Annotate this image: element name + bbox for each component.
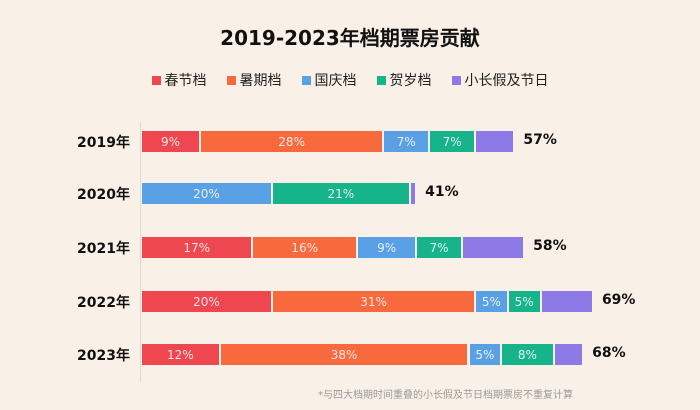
legend-item: 暑期档	[226, 70, 282, 90]
category-label: 2023年	[77, 348, 130, 364]
category-label: 2022年	[77, 295, 130, 311]
legend-label: 春节档	[164, 73, 207, 89]
bar-segment: 20%	[142, 183, 273, 204]
bar-segment: 17%	[142, 237, 254, 258]
footnote: *与四大档期时间重叠的小长假及节日档期票房不重复计算	[318, 390, 573, 401]
bar-segment: 5%	[469, 344, 503, 365]
legend-label: 小长假及节日	[464, 73, 549, 89]
total-label: 69%	[601, 292, 636, 308]
bar-segment	[541, 291, 594, 312]
legend-swatch	[301, 75, 311, 85]
total-label: 41%	[425, 184, 459, 200]
total-label: 57%	[523, 132, 557, 148]
bar-segment	[462, 237, 526, 258]
bar-segment: 21%	[273, 183, 411, 204]
bar-segment: 5%	[476, 291, 509, 312]
legend-label: 贺岁档	[389, 73, 432, 89]
legend-swatch	[451, 75, 461, 85]
bar-segment: 9%	[358, 237, 418, 258]
bar-segment: 12%	[142, 344, 221, 365]
bar-segment: 28%	[200, 131, 385, 152]
category-label: 2020年	[77, 187, 130, 203]
category-label: 2021年	[77, 241, 130, 257]
bar-segment: 20%	[142, 291, 273, 312]
legend-swatch	[376, 75, 386, 85]
bar-segment: 7%	[417, 237, 463, 258]
legend-swatch	[226, 75, 236, 85]
legend-item: 小长假及节日	[451, 70, 549, 90]
total-label: 68%	[592, 345, 626, 361]
bar-segment: 7%	[430, 131, 477, 152]
y-axis-line	[140, 122, 141, 382]
bar-segment: 7%	[384, 131, 431, 152]
bar-segment: 8%	[502, 344, 555, 365]
legend-label: 国庆档	[314, 73, 357, 89]
bar-segment: 38%	[220, 344, 470, 365]
legend-swatch	[151, 75, 161, 85]
bar-segment	[554, 344, 585, 365]
chart-title: 2019-2023年档期票房贡献	[220, 26, 480, 50]
legend-item: 国庆档	[301, 70, 357, 90]
bar-segment: 16%	[253, 237, 359, 258]
bar-segment	[476, 131, 516, 152]
bar-segment: 9%	[142, 131, 201, 152]
bar-segment: 31%	[273, 291, 477, 312]
legend-item: 贺岁档	[376, 70, 432, 90]
category-label: 2019年	[77, 135, 130, 151]
legend-item: 春节档	[151, 70, 207, 90]
legend-label: 暑期档	[239, 73, 282, 89]
bar-segment: 5%	[508, 291, 542, 312]
legend: 春节档 暑期档 国庆档 贺岁档 小长假及节日	[0, 70, 700, 90]
total-label: 58%	[533, 238, 567, 254]
bar-segment	[410, 183, 418, 204]
